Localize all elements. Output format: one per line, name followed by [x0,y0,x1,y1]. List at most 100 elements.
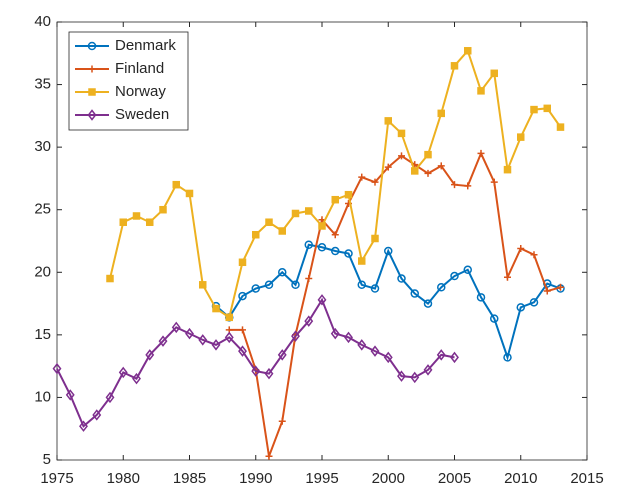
marker [344,331,353,344]
legend-label: Finland [115,60,164,77]
x-tick-label: 1990 [239,470,272,487]
marker [384,117,392,125]
marker [331,246,340,256]
marker [397,274,406,283]
marker [543,287,551,295]
x-tick-label: 1985 [173,470,206,487]
marker [411,167,419,175]
marker [105,391,115,404]
marker [530,251,538,259]
marker [490,178,498,186]
legend-label: Sweden [115,106,169,123]
series-line [56,297,455,428]
marker [477,87,485,95]
marker [384,246,393,256]
x-tick-label: 2005 [438,470,471,487]
y-tick-label: 10 [34,388,51,405]
marker [88,88,96,96]
marker [543,104,551,113]
x-tick-label: 2000 [372,470,405,487]
marker [291,209,300,218]
marker [159,205,167,214]
marker [357,280,366,290]
marker [264,280,274,290]
marker [171,321,181,334]
marker [119,218,127,226]
marker [464,47,472,55]
marker [397,370,406,382]
marker [410,289,419,298]
marker [118,366,128,379]
marker [238,291,247,301]
marker [517,245,525,253]
x-tick-label: 2015 [570,470,603,487]
marker [317,243,327,252]
marker [398,152,405,160]
y-tick-label: 40 [34,13,51,30]
legend-label: Norway [115,83,166,100]
marker [278,268,287,277]
marker [304,315,314,327]
marker [517,133,525,141]
marker [451,181,458,189]
marker [370,284,380,293]
marker [199,281,207,289]
marker [291,330,300,342]
marker [476,293,486,302]
marker [477,149,485,157]
marker [264,367,274,380]
marker [239,326,246,334]
legend: Denmark Finland Norway Sweden [68,31,189,131]
marker [317,294,327,306]
marker [358,257,366,265]
marker [397,129,406,138]
marker [252,230,260,239]
marker [437,283,446,292]
marker [424,150,432,159]
marker [305,275,313,283]
marker [516,303,525,312]
marker [238,258,247,267]
y-tick-label: 35 [34,76,51,93]
marker [423,364,433,376]
marker [92,409,102,421]
marker [503,353,512,362]
marker [344,249,353,258]
marker [331,231,339,239]
x-tick-label: 1980 [107,470,140,487]
marker [106,274,114,283]
marker [304,240,313,250]
marker [265,218,273,226]
marker [371,234,379,243]
marker [331,195,339,204]
marker [530,105,538,114]
marker [503,165,512,174]
marker [146,218,154,226]
marker [198,334,208,346]
marker [305,207,313,215]
marker [87,41,97,51]
marker [330,327,340,340]
marker [357,339,367,351]
marker [529,298,539,307]
legend-label: Denmark [115,37,176,54]
marker [383,351,393,364]
marker [410,371,420,384]
marker [291,280,300,290]
marker [437,162,445,170]
marker [450,271,459,281]
marker [87,109,97,121]
marker [212,304,220,313]
y-tick-label: 25 [34,201,51,218]
marker [145,349,155,361]
marker [265,452,273,460]
marker [132,212,141,220]
series-line [215,243,561,361]
y-tick-label: 20 [34,263,51,280]
marker [370,345,380,357]
marker [251,365,261,377]
marker [158,335,168,347]
marker [463,265,472,275]
marker [318,222,326,230]
